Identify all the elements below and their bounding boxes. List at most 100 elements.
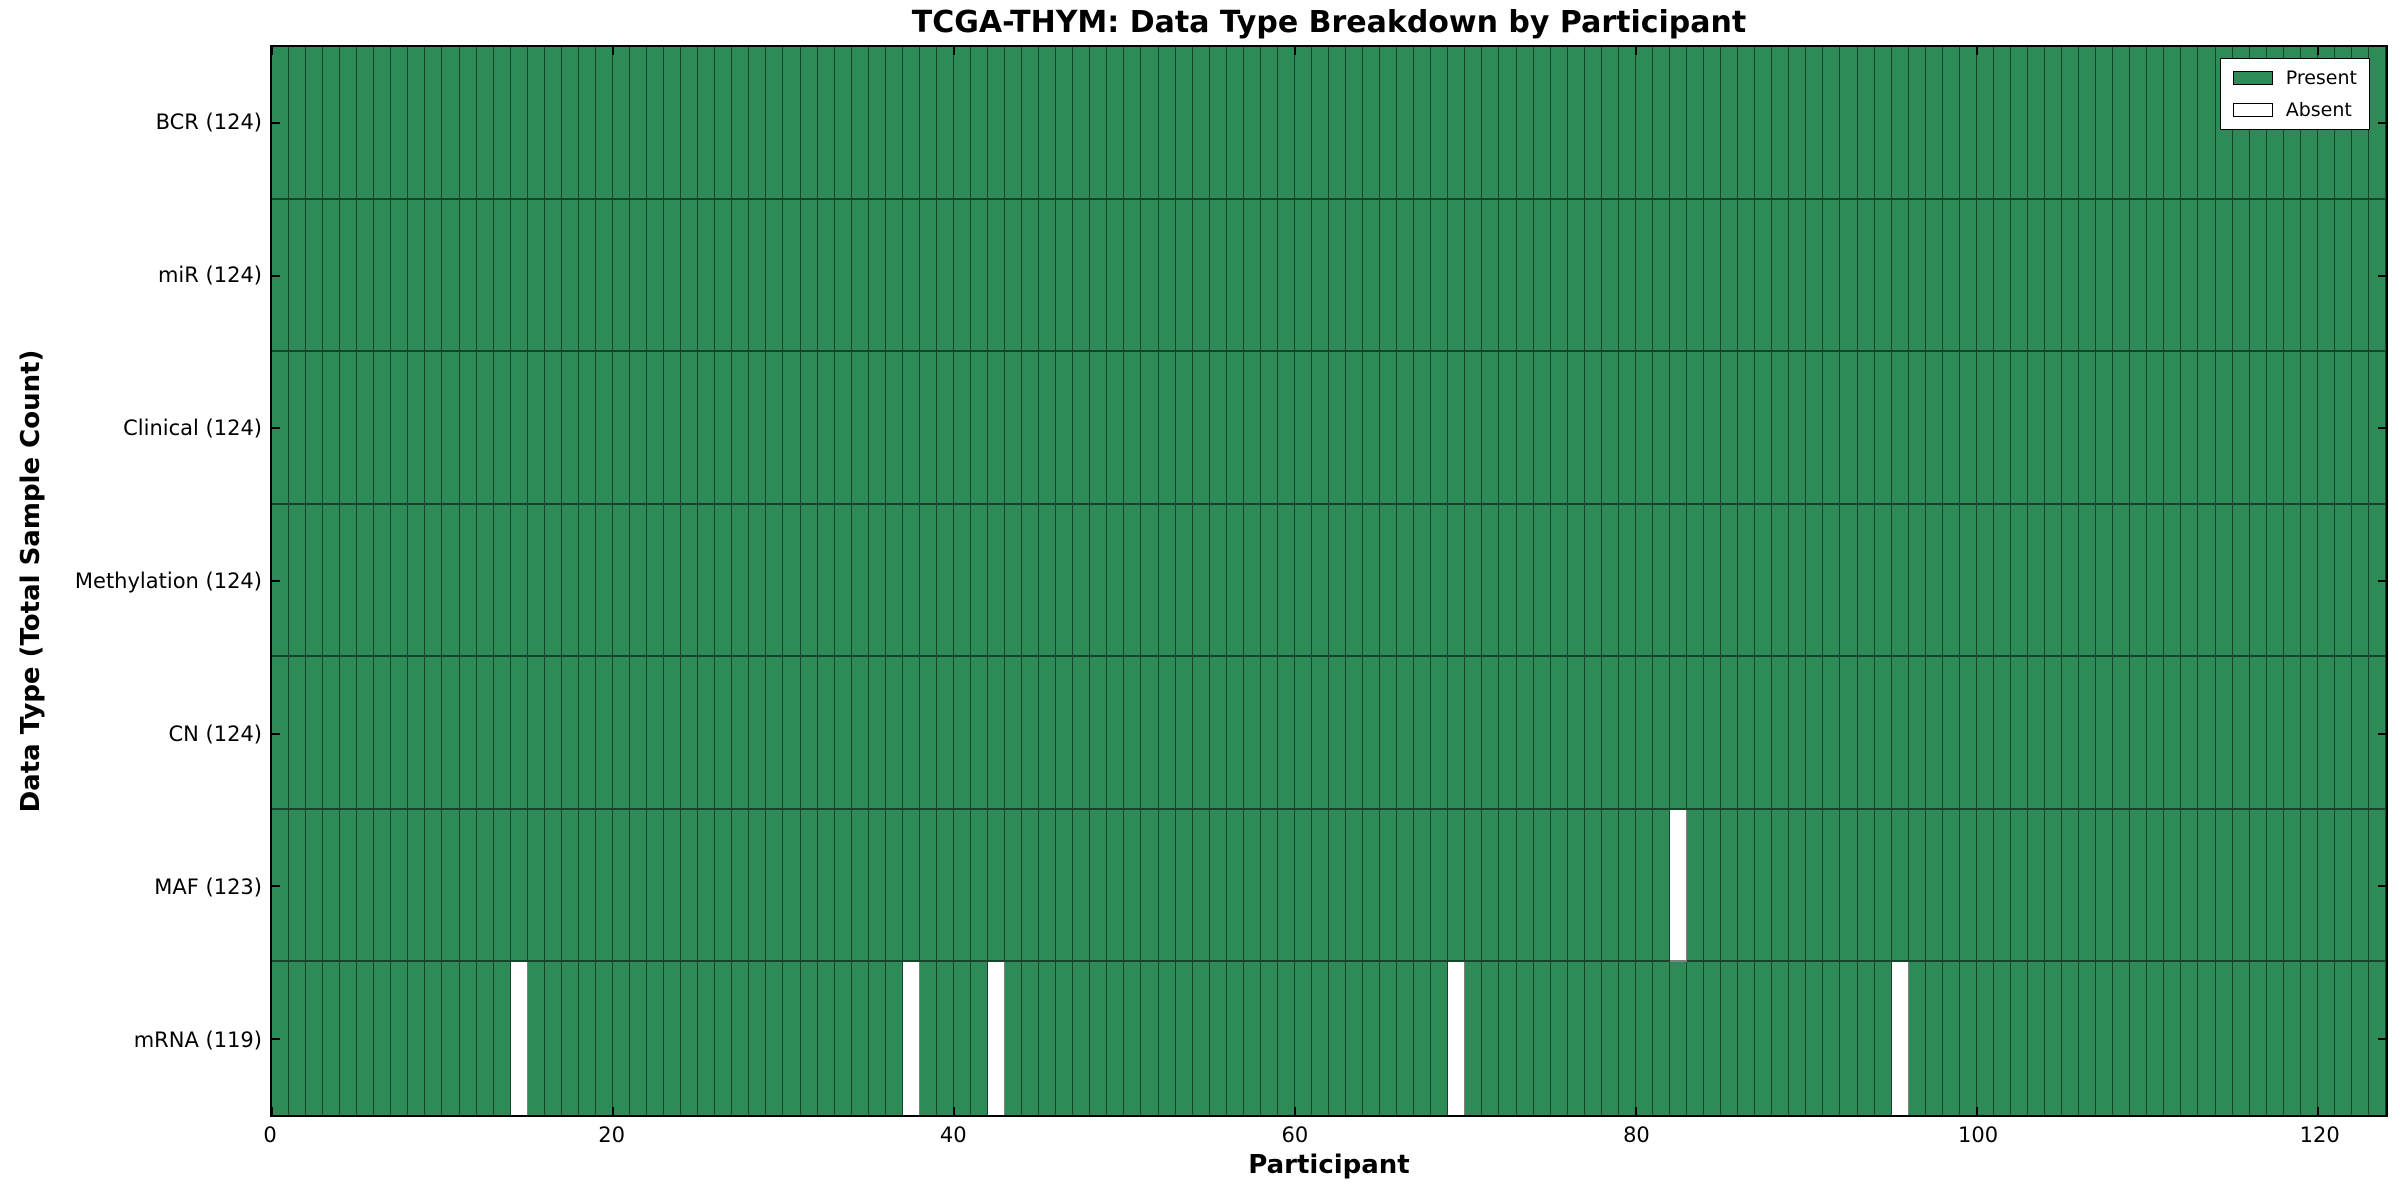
heatmap-cell <box>1209 199 1227 353</box>
heatmap-cell <box>544 809 562 963</box>
heatmap-cell <box>340 657 358 810</box>
heatmap-cell <box>561 657 579 810</box>
heatmap-cell <box>1550 47 1568 200</box>
heatmap-cell <box>1124 657 1142 810</box>
heatmap-cell <box>885 657 903 810</box>
heatmap-cell <box>2317 962 2335 1115</box>
heatmap-cell <box>1840 962 1858 1115</box>
heatmap-cell <box>1448 962 1466 1115</box>
heatmap-cell <box>970 352 989 505</box>
heatmap-cell <box>698 504 716 658</box>
heatmap-cell <box>1738 657 1756 810</box>
heatmap-cell <box>408 657 426 810</box>
heatmap-cell <box>953 47 971 200</box>
heatmap-cell <box>1243 809 1261 963</box>
heatmap-cell <box>1959 504 1977 658</box>
heatmap-cell <box>2096 352 2114 505</box>
heatmap-cell <box>1755 657 1773 810</box>
heatmap-cell <box>1823 47 1841 200</box>
heatmap-cell <box>544 962 562 1115</box>
heatmap-cell <box>1533 504 1551 658</box>
heatmap-cell <box>2232 352 2250 505</box>
heatmap-cell <box>1056 352 1074 505</box>
heatmap-cell <box>2113 47 2131 200</box>
heatmap-cell <box>1465 657 1483 810</box>
heatmap-cell <box>323 809 341 963</box>
x-tick-label: 60 <box>1281 1123 1309 1147</box>
heatmap-cell <box>1124 504 1142 658</box>
heatmap-cell <box>595 47 613 200</box>
heatmap-cell <box>425 352 443 505</box>
heatmap-cell <box>1584 47 1602 200</box>
heatmap-cell <box>1226 809 1244 963</box>
heatmap-cell <box>1192 47 1210 200</box>
heatmap-cell <box>1772 962 1790 1115</box>
heatmap-cell <box>1346 657 1364 810</box>
heatmap-cell <box>2181 199 2199 353</box>
heatmap-cell <box>1891 504 1909 658</box>
heatmap-cell <box>1721 504 1739 658</box>
heatmap-cell <box>1277 199 1295 353</box>
heatmap-cell <box>578 352 596 505</box>
heatmap-cell <box>1277 352 1295 505</box>
heatmap-cell <box>595 199 613 353</box>
heatmap-cell <box>2045 352 2063 505</box>
heatmap-cell <box>1772 47 1790 200</box>
heatmap-cell <box>2300 199 2318 353</box>
heatmap-cell <box>1397 504 1415 658</box>
heatmap-cell <box>936 657 954 810</box>
heatmap-cell <box>1652 657 1670 810</box>
heatmap-cell <box>919 47 937 200</box>
heatmap-cell <box>2164 657 2182 810</box>
heatmap-cell <box>783 47 801 200</box>
heatmap-cell <box>578 199 596 353</box>
heatmap-cell <box>2096 657 2114 810</box>
heatmap-cell <box>902 199 920 353</box>
x-tick-mark <box>611 1107 614 1115</box>
heatmap-cell <box>1482 504 1500 658</box>
heatmap-cell <box>1158 809 1176 963</box>
heatmap-cell <box>2027 809 2046 963</box>
y-tick-mark <box>272 885 280 888</box>
heatmap-cell <box>1192 962 1210 1115</box>
heatmap-cell <box>1380 962 1398 1115</box>
heatmap-cell <box>1567 352 1585 505</box>
heatmap-cell <box>1533 47 1551 200</box>
heatmap-cell <box>1567 199 1585 353</box>
heatmap-cell <box>2096 504 2114 658</box>
heatmap-cell <box>1755 352 1773 505</box>
heatmap-cell <box>1363 352 1381 505</box>
heatmap-cell <box>1942 504 1960 658</box>
heatmap-cell <box>2317 809 2335 963</box>
x-tick-mark <box>271 47 273 55</box>
y-tick-mark <box>2378 427 2386 430</box>
heatmap-cell <box>2045 47 2063 200</box>
heatmap-cell <box>970 504 989 658</box>
heatmap-cell <box>1584 809 1602 963</box>
heatmap-cell <box>681 199 699 353</box>
heatmap-cell <box>851 352 869 505</box>
heatmap-cell <box>783 962 801 1115</box>
heatmap-cell <box>1618 504 1636 658</box>
heatmap-cell <box>1260 504 1278 658</box>
heatmap-cell <box>664 352 682 505</box>
heatmap-cell <box>1789 47 1807 200</box>
heatmap-cell <box>698 657 716 810</box>
heatmap-cell <box>1789 504 1807 658</box>
heatmap-cell <box>664 657 682 810</box>
x-tick-mark <box>1293 47 1296 55</box>
heatmap-cell <box>1874 962 1892 1115</box>
heatmap-cell <box>1448 504 1466 658</box>
heatmap-cell <box>868 352 886 505</box>
heatmap-cell <box>2130 809 2148 963</box>
heatmap-cell <box>1976 47 1994 200</box>
heatmap-cell <box>1260 809 1278 963</box>
heatmap-cell <box>442 47 460 200</box>
heatmap-cell <box>1601 657 1619 810</box>
heatmap-cell <box>1533 352 1551 505</box>
heatmap-cell <box>1431 199 1449 353</box>
heatmap-cell <box>2045 504 2063 658</box>
heatmap-cell <box>2045 962 2063 1115</box>
heatmap-cell <box>2079 809 2097 963</box>
